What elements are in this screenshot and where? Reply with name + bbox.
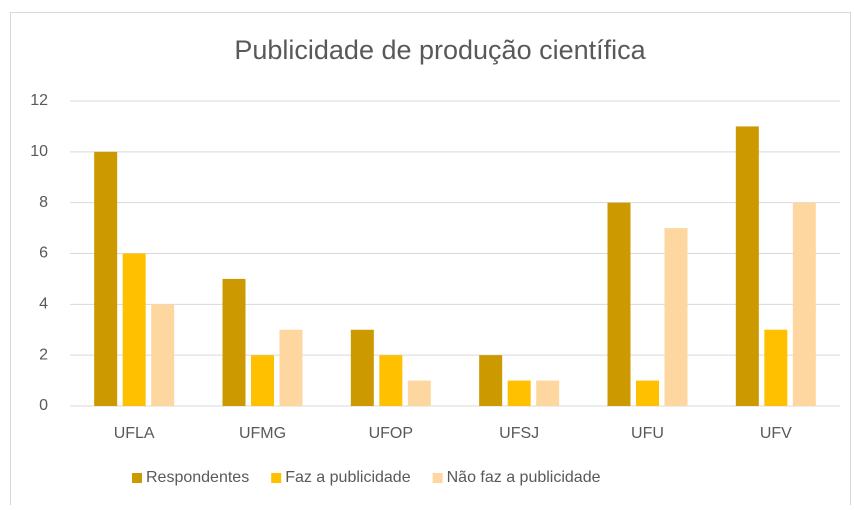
y-tick-label: 0	[39, 397, 48, 414]
bar	[735, 126, 759, 407]
y-tick-label: 10	[30, 143, 48, 160]
x-tick-label: UFMG	[239, 425, 286, 442]
bar	[94, 151, 118, 406]
bar	[151, 304, 175, 406]
x-tick-label: UFSJ	[499, 425, 539, 442]
chart-frame	[10, 12, 851, 510]
bar	[279, 329, 303, 406]
legend-label: Não faz a publicidade	[447, 469, 601, 486]
bar	[350, 329, 374, 406]
legend-swatch	[132, 473, 142, 483]
x-tick-label: UFOP	[369, 425, 413, 442]
bar	[479, 355, 503, 406]
bar	[507, 380, 531, 406]
legend-label: Faz a publicidade	[285, 469, 411, 486]
bar	[636, 380, 659, 406]
bar	[251, 355, 274, 406]
bar	[607, 202, 631, 406]
bar	[407, 380, 431, 406]
y-tick-label: 12	[30, 92, 48, 109]
x-tick-label: UFLA	[114, 425, 155, 442]
bar	[792, 202, 816, 406]
chart-title: Publicidade de produção científica	[234, 35, 646, 65]
y-tick-label: 8	[39, 194, 48, 211]
bar	[764, 329, 788, 406]
legend-swatch	[432, 473, 443, 483]
y-tick-label: 2	[39, 346, 48, 363]
legend-swatch	[271, 473, 282, 483]
legend-label: Respondentes	[146, 469, 249, 486]
bar	[536, 380, 560, 406]
bar	[379, 355, 403, 406]
x-tick-label: UFU	[631, 425, 664, 442]
bar	[222, 278, 246, 406]
y-tick-label: 4	[39, 296, 48, 313]
y-tick-label: 6	[39, 245, 48, 262]
x-tick-label: UFV	[760, 425, 792, 442]
bar	[122, 253, 146, 406]
bar	[664, 228, 688, 406]
